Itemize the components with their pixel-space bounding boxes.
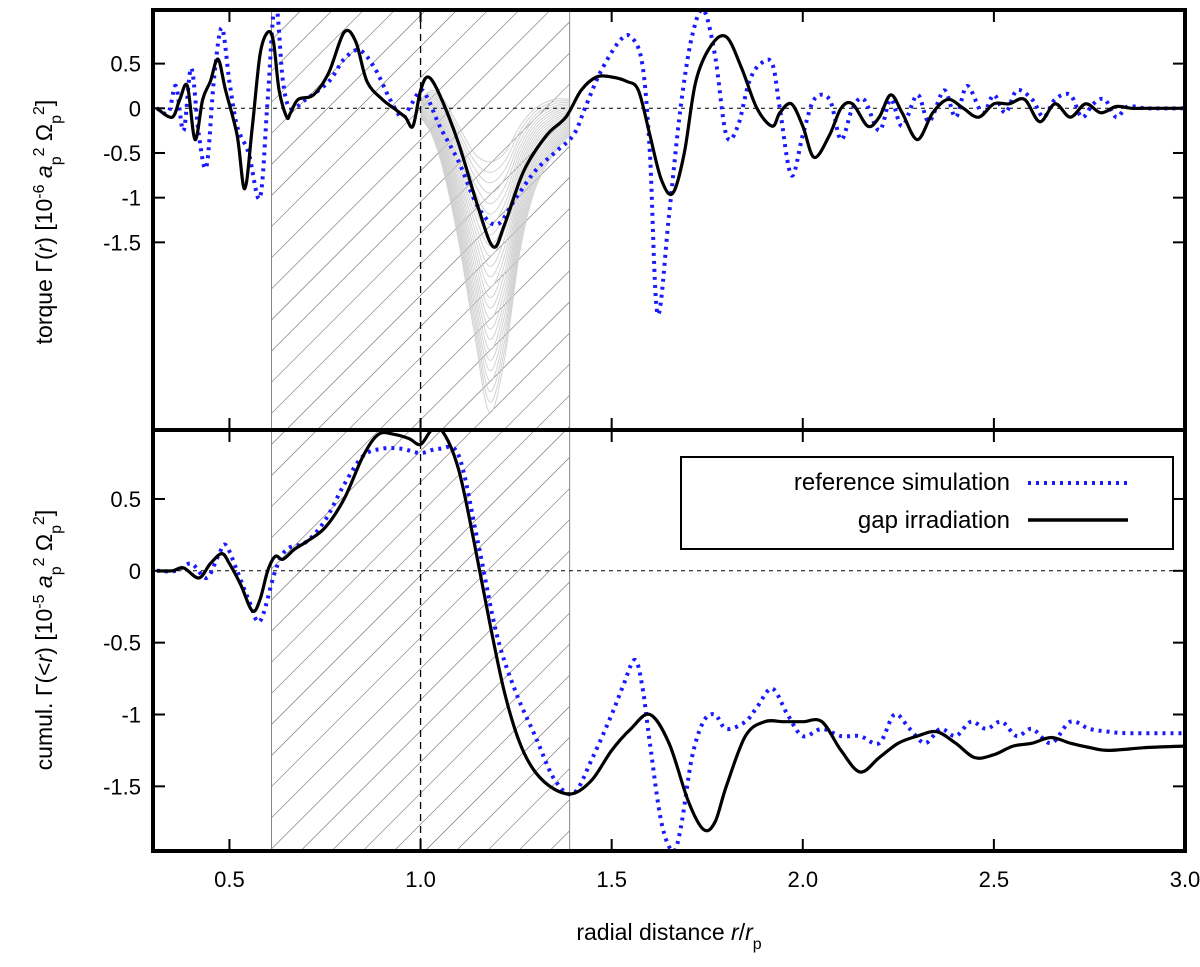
gray-run-line: [420, 106, 570, 267]
x-tick-label: 2.5: [979, 867, 1010, 892]
plot-area: [153, 430, 1185, 851]
gray-run-line: [420, 115, 570, 392]
y-tick-label: 0.5: [110, 52, 141, 77]
gray-run-line: [420, 107, 570, 278]
gray-run-line: [420, 113, 570, 361]
gray-run-line: [420, 116, 570, 413]
x-tick-label: 1.5: [596, 867, 627, 892]
top-panel: 0.5 0 -0.5 -1 -1.5: [103, 8, 1187, 432]
gray-run-line: [420, 102, 570, 236]
y-tick-label: 0: [129, 96, 141, 121]
y-tick-label: -1: [121, 702, 141, 727]
legend: reference simulation gap irradiation: [680, 456, 1174, 550]
gray-run-line: [420, 116, 570, 403]
gray-run-line: [420, 113, 570, 371]
y-tick-label: -1.5: [103, 774, 141, 799]
gray-run-line: [420, 114, 570, 382]
series-line-gap-irradiation: [156, 430, 1185, 833]
y-tick-label: -1: [121, 186, 141, 211]
plot-area: [153, 10, 1185, 430]
top-ylabel: torque Γ(r) [10-6 ap2 Ωp2]: [31, 100, 65, 345]
legend-reference-label: reference simulation: [794, 469, 1010, 496]
y-tick-label: 0: [129, 559, 141, 584]
y-tick-label: 0.5: [110, 487, 141, 512]
legend-gap-label: gap irradiation: [858, 507, 1010, 534]
x-tick-label: 1.0: [405, 867, 436, 892]
x-tick-label: 0.5: [214, 867, 245, 892]
gray-run-line: [420, 109, 570, 309]
panel-frame: [151, 428, 1187, 853]
gray-run-line: [420, 103, 570, 246]
gray-run-line: [420, 111, 570, 340]
x-tick-label: 3.0: [1170, 867, 1200, 892]
y-tick-label: -0.5: [103, 631, 141, 656]
gray-run-line: [420, 104, 570, 257]
gray-run-line: [420, 93, 570, 184]
x-tick-label: 2.0: [787, 867, 818, 892]
gray-run-line: [420, 97, 570, 205]
series-line-gap-irradiation: [155, 28, 1185, 249]
gray-run-line: [420, 98, 570, 215]
gray-run-line: [420, 110, 570, 319]
gray-run-line: [420, 110, 570, 330]
series-line-reference: [155, 10, 1185, 317]
y-tick-label: -0.5: [103, 141, 141, 166]
bottom-panel: 0.5 0 -0.5 -1 -1.5 0.5 1.0 1.5 2.0 2.5 3.0: [103, 428, 1200, 892]
x-axis-label: radial distance r/rp: [576, 919, 761, 953]
bottom-ylabel: cumul. Γ(<r) [10-5 ap2 Ωp2]: [31, 510, 65, 771]
y-tick-label: -1.5: [103, 230, 141, 255]
gray-run-line: [420, 100, 570, 226]
gray-run-line: [420, 112, 570, 351]
gray-run-line: [420, 95, 570, 194]
